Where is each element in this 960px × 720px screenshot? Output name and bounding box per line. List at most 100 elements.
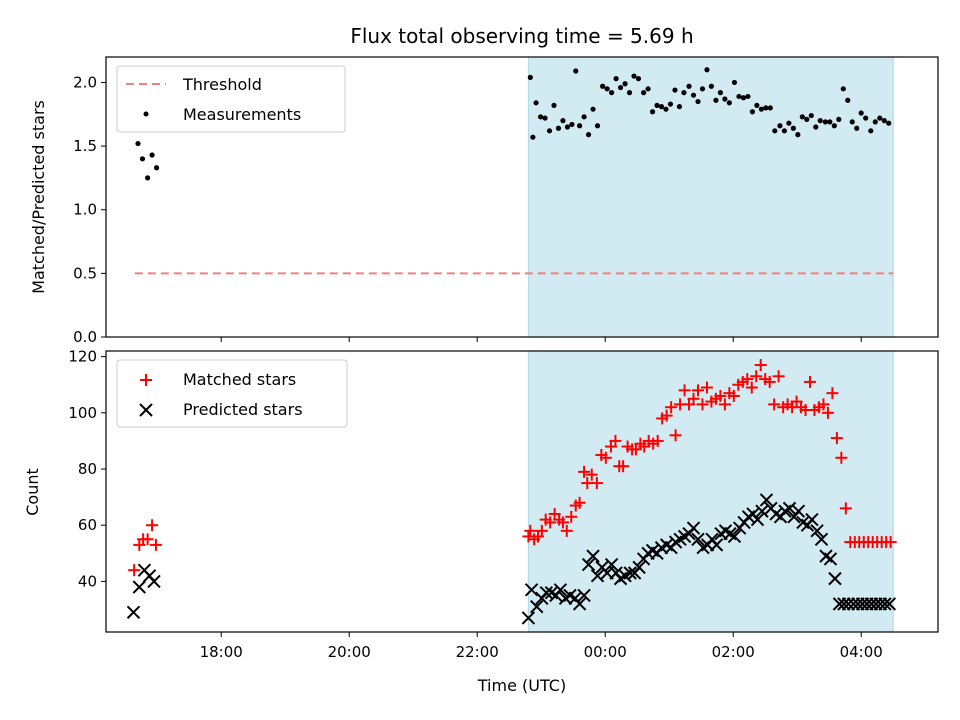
measurement-point: [722, 96, 728, 102]
matched-star-point: [826, 387, 839, 400]
predicted-star-point: [604, 557, 619, 572]
measurement-point: [713, 97, 719, 103]
matched-star-point: [821, 406, 834, 419]
measurement-point: [749, 109, 756, 115]
measurement-point: [799, 114, 805, 120]
matched-legend-swatch: [140, 374, 152, 386]
matched-star-point: [768, 398, 781, 411]
measurement-point: [667, 101, 674, 107]
predicted-star-point: [126, 605, 141, 620]
matched-star-point: [149, 538, 162, 551]
measurement-points: [135, 67, 892, 181]
predicted-star-point: [590, 569, 605, 583]
measurement-point: [745, 93, 751, 100]
bottom-y-tick-label: 120: [68, 348, 97, 366]
measurement-point: [622, 81, 628, 87]
top-y-tick-label: 0.0: [73, 328, 97, 346]
predicted-star-point: [577, 588, 591, 603]
bottom-y-tick-label: 60: [78, 516, 97, 534]
measurement-point: [808, 112, 814, 119]
matched-star-point: [565, 510, 578, 523]
measurement-point: [135, 140, 141, 147]
measurement-point: [533, 100, 539, 106]
measurement-point: [758, 106, 764, 112]
predicted-star-point: [691, 532, 705, 546]
matched-star-point: [696, 398, 709, 411]
measurement-point: [626, 90, 633, 96]
measurement-point: [704, 67, 710, 73]
matched-star-point: [692, 384, 704, 397]
predicted-star-point: [132, 580, 146, 594]
matched-star-point: [741, 373, 754, 386]
predicted-star-point: [841, 597, 856, 611]
predicted-star-point: [727, 529, 742, 544]
predicted-star-point: [586, 549, 600, 563]
predicted-star-point: [553, 583, 568, 597]
matched-star-point: [141, 533, 154, 546]
matched-legend-label: Matched stars: [183, 370, 296, 389]
measurement-point: [581, 114, 587, 120]
measurement-point: [699, 86, 706, 92]
measurement-point: [881, 118, 887, 124]
x-tick-label: 02:00: [712, 643, 755, 661]
predicted-star-point: [878, 597, 892, 611]
measurement-point: [585, 132, 592, 138]
chart-title: Flux total observing time = 5.69 h: [350, 24, 693, 48]
measurements-legend-label: Measurements: [183, 105, 301, 124]
top-y-tick-label: 0.5: [73, 264, 97, 282]
predicted-star-point: [823, 552, 838, 566]
measurement-point: [731, 79, 738, 86]
measurement-point: [530, 134, 536, 140]
bottom-y-tick-label: 100: [68, 404, 97, 422]
measurement-point: [886, 120, 892, 126]
predicted-star-point: [686, 521, 701, 535]
bottom-axes-frame: [105, 350, 939, 633]
measurement-point: [594, 123, 601, 129]
measurement-point: [645, 86, 651, 92]
measurement-point: [551, 102, 557, 108]
predicted-star-point: [521, 611, 536, 625]
predicted-star-point: [814, 532, 829, 546]
measurement-point: [542, 115, 548, 121]
measurement-point: [845, 97, 851, 103]
top-panel: 0.00.51.01.52.0 Matched/Predicted stars …: [29, 56, 939, 346]
measurement-point: [663, 106, 669, 112]
measurement-point: [654, 102, 660, 108]
matched-star-point: [585, 468, 598, 481]
measurement-point: [863, 115, 869, 121]
x-tick-label: 04:00: [840, 643, 883, 661]
predicted-star-point: [791, 504, 806, 518]
matched-star-point: [687, 392, 700, 405]
measurement-point: [577, 123, 583, 129]
matched-star-point: [146, 519, 159, 532]
matched-star-point: [754, 359, 767, 372]
predicted-star-point: [632, 560, 646, 575]
measurement-point: [686, 83, 692, 89]
measurement-point: [854, 125, 860, 131]
measurement-point: [658, 104, 665, 110]
top-legend-box: [116, 65, 346, 133]
top-x-ticks: [220, 337, 862, 342]
top-y-axis-label: Matched/Predicted stars: [29, 100, 48, 294]
x-tick-label: 22:00: [456, 643, 499, 661]
measurements-legend-swatch: [143, 111, 149, 117]
x-axis-label: Time (UTC): [477, 676, 566, 695]
measurement-point: [877, 115, 883, 121]
matched-star-point: [544, 516, 557, 529]
matched-star-point: [617, 460, 630, 473]
measurement-point: [726, 100, 732, 106]
top-y-ticks: 0.0 0.5 1.0 1.5 2.0: [73, 73, 106, 346]
measurement-point: [872, 119, 878, 125]
matched-star-point: [839, 502, 852, 515]
bottom-y-ticks: 40 60 80 100 120: [68, 348, 106, 590]
measurement-point: [804, 116, 810, 122]
measurement-point: [868, 128, 874, 134]
measurement-point: [139, 156, 146, 162]
predicted-star-point: [837, 597, 851, 611]
predicted-star-point: [755, 504, 769, 518]
matched-star-point: [669, 429, 682, 442]
matched-star-point: [660, 409, 673, 422]
x-tick-label: 00:00: [584, 643, 627, 661]
matched-star-point: [678, 384, 691, 397]
predicted-star-point: [147, 574, 161, 589]
